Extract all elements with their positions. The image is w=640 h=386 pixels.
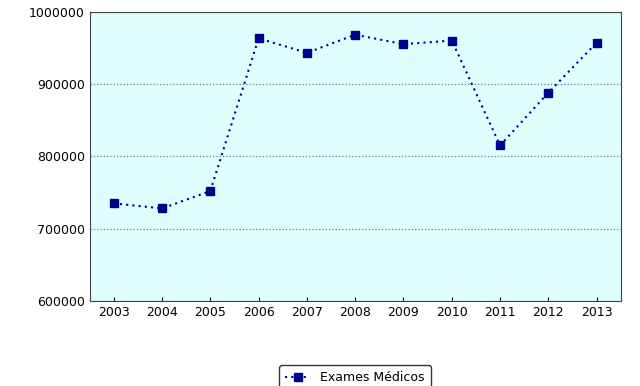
- Exames Médicos: [399, 42, 407, 46]
- Legend: Exames Médicos: Exames Médicos: [279, 365, 431, 386]
- Line: Exames Médicos: Exames Médicos: [109, 30, 601, 213]
- Exames Médicos: [255, 36, 262, 41]
- Exames Médicos: [448, 38, 456, 43]
- Exames Médicos: [351, 32, 359, 37]
- Exames Médicos: [496, 143, 504, 148]
- Exames Médicos: [593, 41, 600, 45]
- Exames Médicos: [207, 189, 214, 193]
- Exames Médicos: [303, 51, 311, 55]
- Exames Médicos: [158, 206, 166, 211]
- Exames Médicos: [545, 90, 552, 95]
- Exames Médicos: [110, 201, 118, 206]
